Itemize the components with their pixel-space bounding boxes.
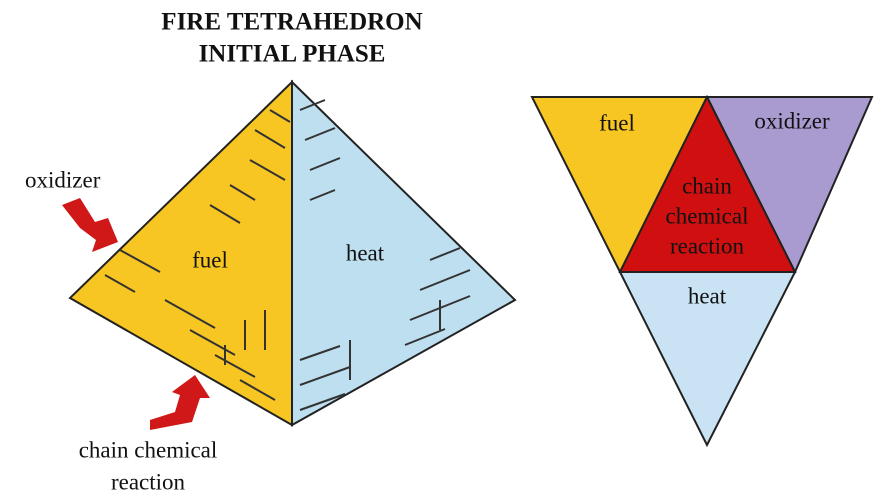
triangle-label: chemical (665, 203, 748, 228)
arrow (62, 198, 118, 252)
pyramid-label: heat (346, 240, 385, 265)
heat-region (618, 271, 797, 448)
title-line: INITIAL PHASE (199, 41, 386, 68)
triangle-label: chain (682, 173, 732, 198)
pyramid-label: chain chemical (79, 437, 218, 462)
pyramid-label: oxidizer (25, 167, 101, 192)
arrow (150, 375, 210, 430)
pyramid (68, 79, 517, 427)
pyramid-label: fuel (192, 247, 228, 272)
fuel-face (68, 79, 293, 427)
heat-face (291, 79, 517, 427)
triangle-label: fuel (599, 110, 635, 135)
triangle (530, 94, 874, 448)
title-line: FIRE TETRAHEDRON (161, 9, 422, 36)
pyramid-label: reaction (111, 469, 186, 494)
bricks (104, 99, 471, 411)
triangle-label: heat (688, 283, 727, 308)
triangle-label: oxidizer (754, 108, 830, 133)
triangle-label: reaction (670, 233, 745, 258)
